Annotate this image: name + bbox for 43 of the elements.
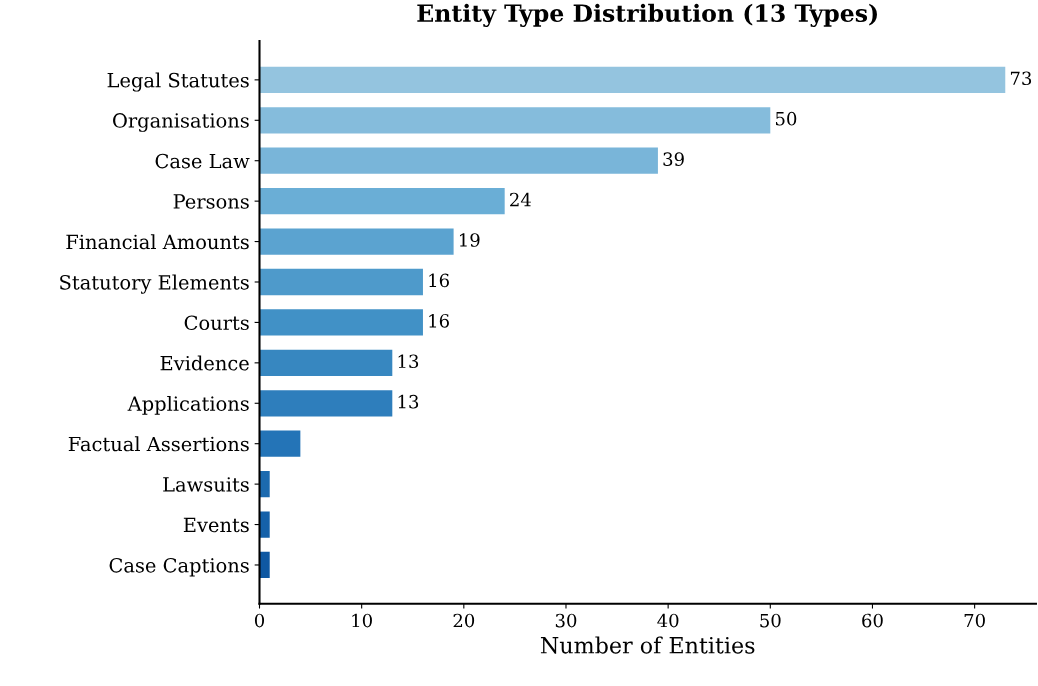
y-tick-label: Courts	[184, 315, 249, 331]
x-tick-label: 60	[862, 613, 883, 628]
bar	[259, 107, 771, 134]
y-tick-label: Case Law	[155, 153, 250, 169]
y-tick-label: Financial Amounts	[66, 234, 249, 250]
x-tick-label: 40	[657, 613, 679, 628]
chart-title: Entity Type Distribution (13 Types)	[417, 3, 877, 27]
x-tick-label: 30	[555, 613, 577, 628]
y-tick-label: Events	[183, 517, 249, 533]
x-tick-label: 70	[964, 613, 985, 628]
y-tick-label: Evidence	[160, 355, 249, 371]
y-tick-label: Statutory Elements	[60, 274, 249, 294]
x-tick-label: 0	[254, 613, 265, 628]
data-label: 16	[429, 314, 449, 328]
data-label: 73	[1010, 71, 1032, 86]
bar	[259, 309, 423, 336]
y-tick-label: Lawsuits	[163, 477, 249, 492]
bar	[259, 147, 658, 174]
data-label: 39	[663, 152, 684, 166]
y-tick-label: Factual Assertions	[68, 436, 249, 452]
data-label: 13	[398, 354, 419, 369]
bar	[259, 228, 454, 255]
bar	[259, 430, 301, 457]
y-tick-label: Case Captions	[109, 557, 249, 577]
y-tick-label: Persons	[173, 194, 249, 209]
x-tick-label: 50	[760, 613, 781, 628]
data-label: 50	[776, 111, 797, 126]
y-tick-label: Legal Statutes	[107, 72, 249, 92]
bar	[259, 511, 270, 538]
bar	[259, 188, 505, 215]
bar	[259, 390, 393, 417]
y-tick-label: Organisations	[113, 113, 249, 132]
data-label: 19	[459, 233, 480, 247]
data-label: 24	[510, 192, 531, 207]
data-label: 13	[398, 394, 419, 409]
bar	[259, 349, 393, 376]
x-axis-title: Number of Entities	[540, 636, 755, 654]
bar	[259, 268, 423, 296]
y-tick-label: Applications	[127, 395, 249, 415]
x-tick-label: 20	[453, 613, 475, 628]
bar	[259, 66, 1006, 94]
x-tick-label: 10	[352, 613, 372, 628]
data-label: 16	[429, 273, 449, 288]
